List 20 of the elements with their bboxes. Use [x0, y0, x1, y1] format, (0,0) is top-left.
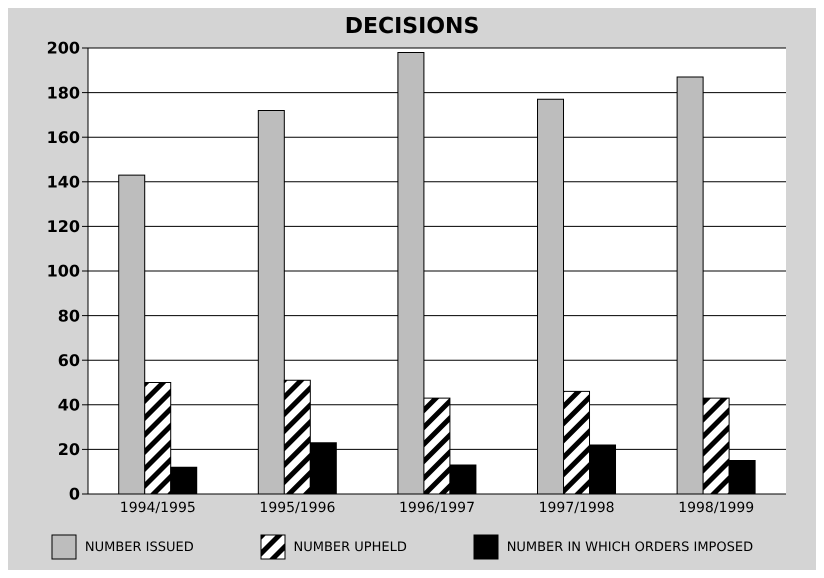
y-tick-label: 20: [58, 440, 80, 460]
x-tick-label: 1994/1995: [120, 500, 196, 516]
y-tick-label: 160: [46, 128, 80, 147]
legend-label: NUMBER IN WHICH ORDERS IMPOSED: [506, 540, 754, 554]
y-tick-label: 120: [46, 217, 80, 236]
legend-label: NUMBER UPHELD: [294, 540, 407, 554]
y-tick-label: 0: [68, 484, 80, 504]
x-tick-label: 1998/1999: [678, 500, 754, 516]
y-tick-label: 80: [58, 306, 80, 326]
y-tick-label: 200: [46, 38, 80, 58]
y-tick-label: 100: [46, 262, 80, 281]
x-tick-label: 1997/1998: [538, 500, 615, 516]
chart-title: DECISIONS: [344, 14, 480, 39]
x-tick-label: 1995/1996: [259, 500, 336, 516]
y-tick-label: 60: [58, 350, 80, 370]
x-tick-label: 1996/1997: [399, 500, 475, 516]
legend-label: NUMBER ISSUED: [84, 540, 194, 554]
y-tick-label: 40: [58, 395, 80, 414]
y-tick-label: 180: [46, 83, 80, 102]
y-tick-label: 140: [46, 172, 80, 192]
